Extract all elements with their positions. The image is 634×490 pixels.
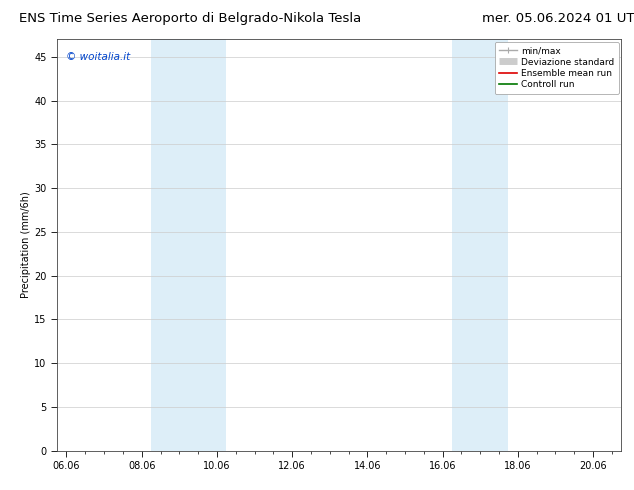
Y-axis label: Precipitation (mm/6h): Precipitation (mm/6h) [22, 192, 31, 298]
Text: ENS Time Series Aeroporto di Belgrado-Nikola Tesla: ENS Time Series Aeroporto di Belgrado-Ni… [19, 12, 361, 25]
Text: © woitalia.it: © woitalia.it [65, 51, 130, 62]
Legend: min/max, Deviazione standard, Ensemble mean run, Controll run: min/max, Deviazione standard, Ensemble m… [495, 42, 619, 94]
Bar [452, 39, 508, 451]
Bar [151, 39, 226, 451]
Text: mer. 05.06.2024 01 UTC: mer. 05.06.2024 01 UTC [482, 12, 634, 25]
